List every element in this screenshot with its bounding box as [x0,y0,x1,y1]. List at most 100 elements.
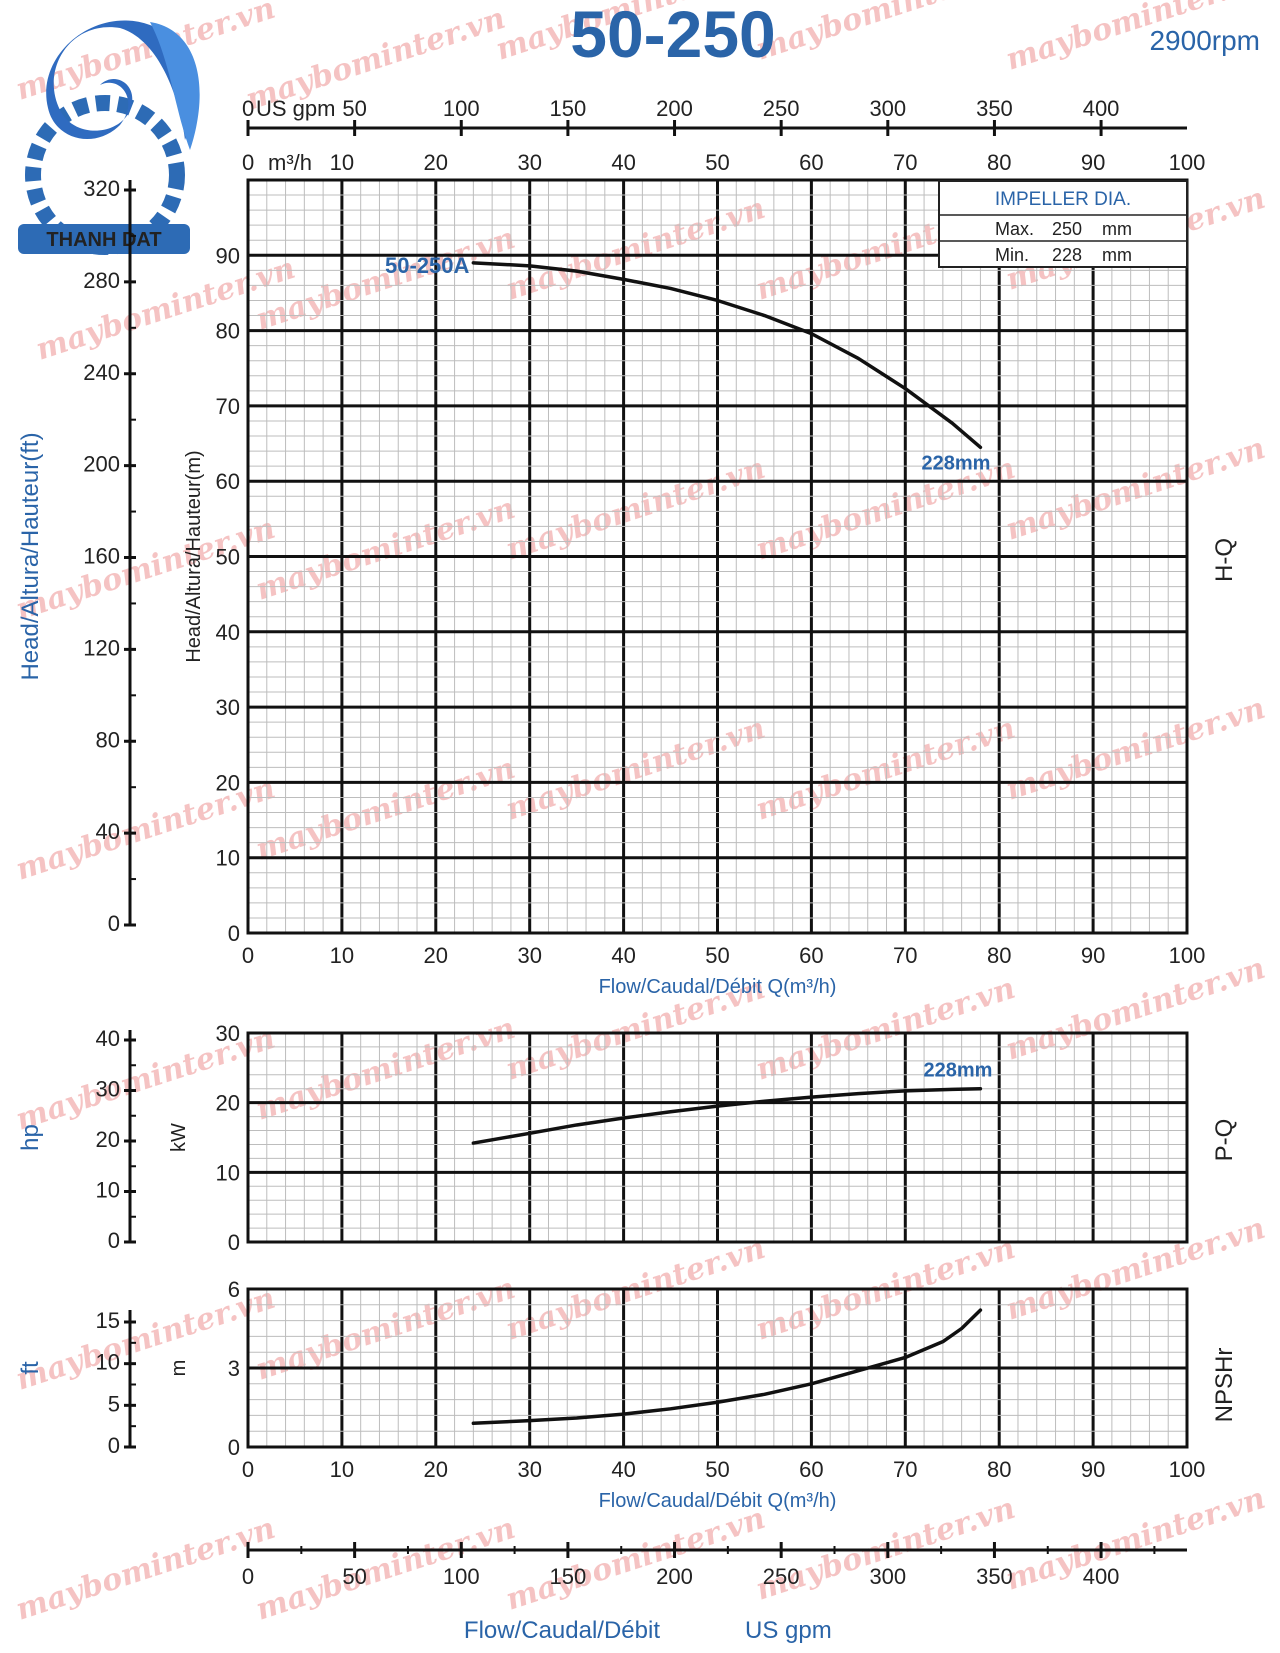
x-tick-label: 50 [705,1457,729,1482]
y-tick-label: 70 [216,394,240,419]
watermark-text: maybominter.vn [252,491,520,608]
x-axis-label: Flow/Caudal/Débit Q(m³/h) [599,976,837,998]
y-tick-label: 3 [228,1356,240,1381]
y-tick-label: 30 [216,695,240,720]
x-tick-label: 90 [1081,1457,1105,1482]
secondary-tick-label: 40 [96,1026,120,1051]
x-tick-label: 100 [1169,943,1206,968]
top-usgpm-tick-label: 150 [550,96,587,121]
y-tick-label: 6 [228,1277,240,1302]
bottom-axis-tick-label: 200 [656,1564,693,1589]
plot-frame [246,178,1189,935]
secondary-tick-label: 160 [83,544,120,569]
secondary-tick-label: 120 [83,635,120,660]
brand-logo: THANH DAT [18,20,200,255]
y-tick-label: 10 [216,846,240,871]
top-usgpm-tick-label: 350 [976,96,1013,121]
dolphin-icon [46,20,200,150]
x-tick-label: 60 [799,943,823,968]
side-panel-label: H-Q [1211,538,1238,582]
bottom-axis-tick-label: 350 [976,1564,1013,1589]
watermark-text: maybominter.vn [1002,431,1270,548]
top-m3h-tick-label: 50 [705,150,729,175]
y-tick-label: 40 [216,620,240,645]
watermark-text: maybominter.vn [252,1011,520,1128]
top-m3h-tick-label: 80 [987,150,1011,175]
x-tick-label: 40 [611,1457,635,1482]
bottom-axis-tick-label: 250 [763,1564,800,1589]
secondary-tick-label: 0 [108,1433,120,1458]
secondary-tick-label: 240 [83,360,120,385]
top-m3h-zero: 0 [242,150,254,175]
top-usgpm-tick-label: 200 [656,96,693,121]
x-tick-label: 0 [242,943,254,968]
plot-frame [246,1287,1189,1449]
bottom-axis-tick-label: 50 [342,1564,366,1589]
y-tick-label: 30 [216,1021,240,1046]
x-tick-label: 80 [987,943,1011,968]
speed-label: 2900rpm [1149,25,1260,56]
secondary-tick-label: 0 [108,1228,120,1253]
impeller-max-label: Max. [995,219,1034,239]
y-tick-label: 0 [228,921,240,946]
watermark-text: maybominter.vn [502,451,770,568]
watermark-text: maybominter.vn [752,711,1020,828]
secondary-tick-label: 40 [96,819,120,844]
watermark-text: maybominter.vn [252,751,520,868]
x-tick-label: 10 [330,1457,354,1482]
impeller-heading: IMPELLER DIA. [995,189,1131,210]
top-usgpm-tick-label: 300 [869,96,906,121]
watermark-text: maybominter.vn [752,0,1020,68]
watermark-text: maybominter.vn [502,1501,770,1618]
bottom-axis-label-prefix: Flow/Caudal/Débit [464,1617,660,1644]
secondary-tick-label: 200 [83,452,120,477]
top-m3h-tick-label: 10 [330,150,354,175]
curve-end-label: 228mm [921,452,990,474]
y-axis-label: kW [168,1123,190,1152]
plot-frame [246,1031,1189,1244]
x-tick-label: 70 [893,1457,917,1482]
x-tick-label: 90 [1081,943,1105,968]
side-panel-label: P-Q [1211,1119,1238,1162]
y-tick-label: 10 [216,1160,240,1185]
npsh-panel: 0 3 6 m 0 5 10 15 ft NPSHr 0 10 20 30 40 50 60 70 80 90 100 F… [17,1277,1238,1512]
x-axis-label: Flow/Caudal/Débit Q(m³/h) [599,1490,837,1512]
watermark-text: maybominter.vn [1002,1481,1270,1598]
secondary-tick-label: 10 [96,1350,120,1375]
side-panel-label: NPSHr [1211,1348,1238,1423]
y-tick-label: 80 [216,319,240,344]
x-tick-label: 20 [424,1457,448,1482]
y-tick-label: 60 [216,469,240,494]
top-m3h-tick-label: 90 [1081,150,1105,175]
secondary-axis-label: Head/Altura/Hauteur(ft) [17,432,44,680]
top-usgpm-tick-label: 250 [763,96,800,121]
y-tick-label: 50 [216,545,240,570]
y-tick-label: 0 [228,1230,240,1255]
secondary-tick-label: 15 [96,1308,120,1333]
impeller-min-unit: mm [1102,245,1132,265]
x-tick-label: 10 [330,943,354,968]
x-tick-label: 40 [611,943,635,968]
bottom-axis-tick-label: 300 [869,1564,906,1589]
x-tick-label: 80 [987,1457,1011,1482]
top-usgpm-tick-label: 100 [443,96,480,121]
chart-title: 50-250 [570,0,776,71]
top-m3h-unit: m³/h [268,150,312,175]
secondary-tick-label: 5 [108,1391,120,1416]
secondary-tick-label: 280 [83,268,120,293]
top-m3h-tick-label: 100 [1169,150,1206,175]
y-axis-label: m [168,1360,190,1377]
secondary-tick-label: 30 [96,1077,120,1102]
y-axis-label: Head/Altura/Hauteur(m) [183,450,205,662]
secondary-tick-label: 20 [96,1127,120,1152]
secondary-tick-label: 10 [96,1178,120,1203]
impeller-legend: IMPELLER DIA. Max. 250 mm Min. 228 mm [938,180,1188,268]
top-m3h-tick-label: 60 [799,150,823,175]
x-tick-label: 100 [1169,1457,1206,1482]
watermark-text: maybominter.vn [502,191,770,308]
series-label: 50-250A [385,253,470,278]
impeller-min-label: Min. [995,245,1029,265]
watermark-text: maybominter.vn [1002,951,1270,1068]
